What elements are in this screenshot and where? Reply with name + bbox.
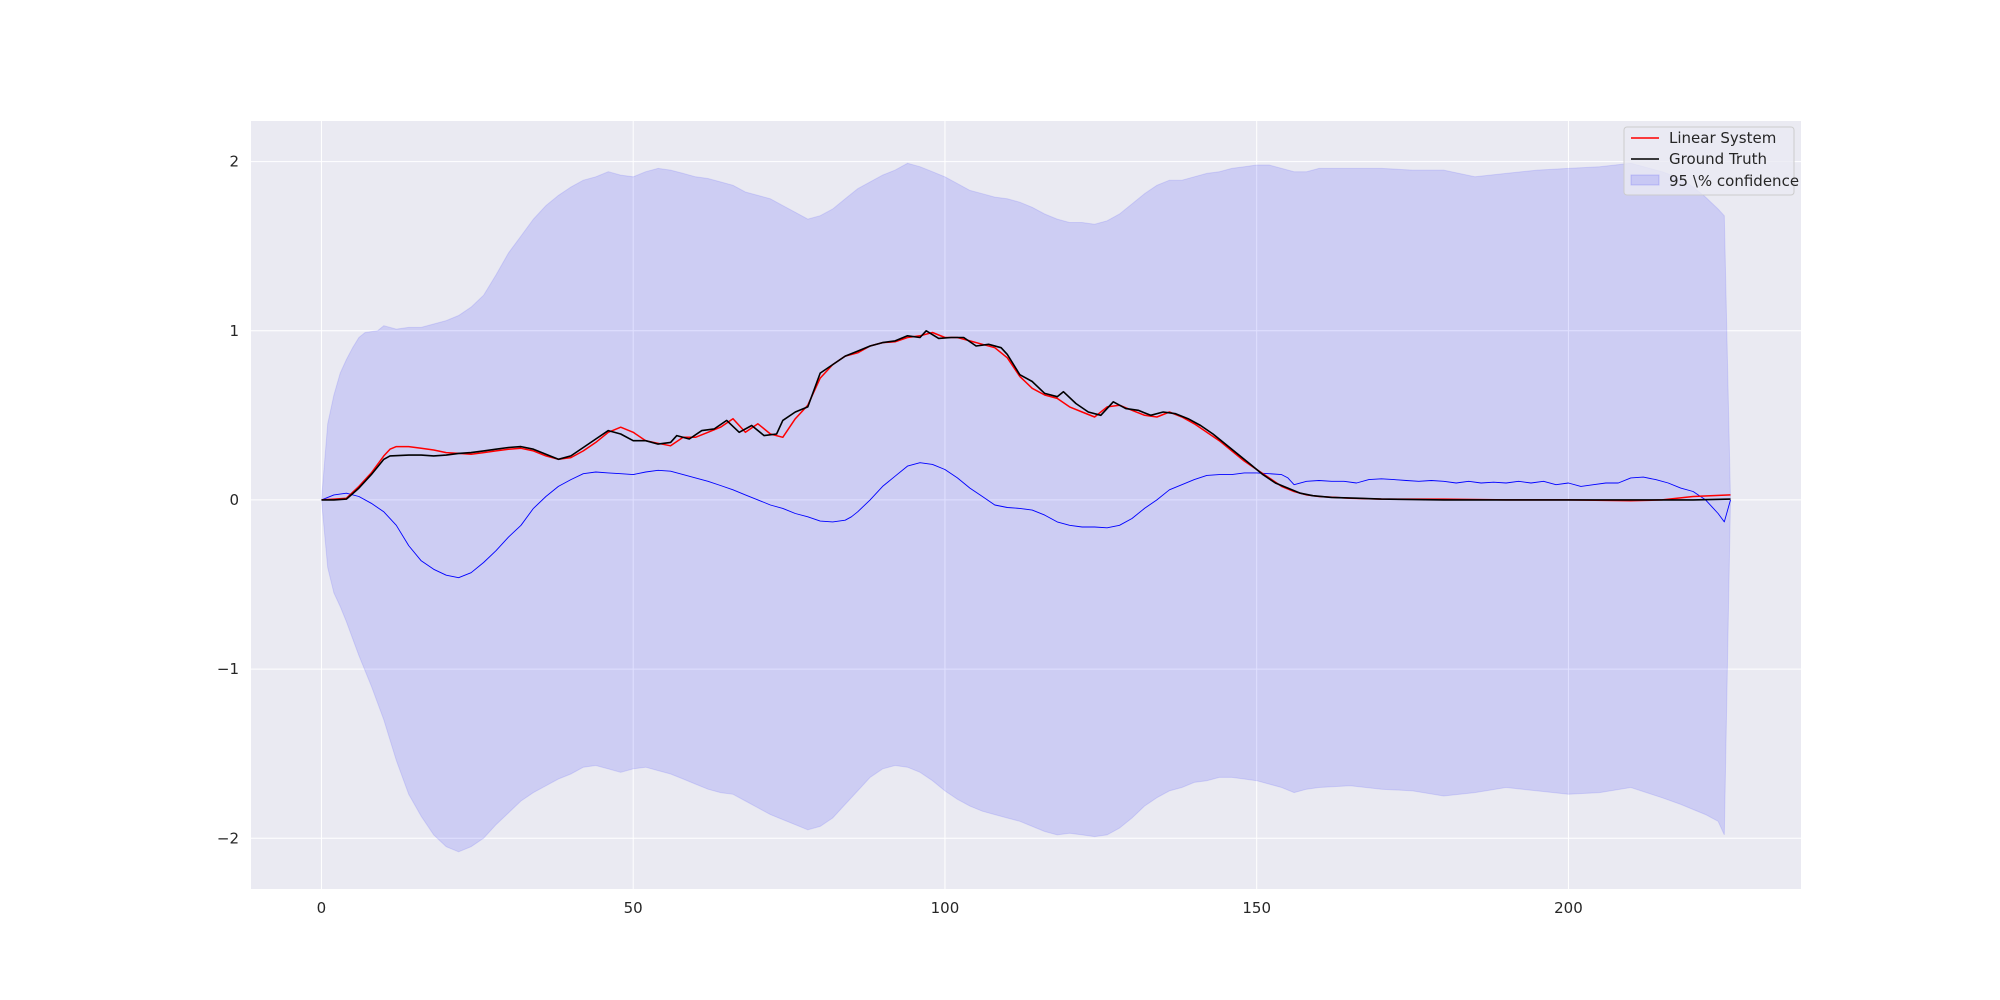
series-layer — [321, 329, 1731, 579]
x-tick-label: 200 — [1554, 899, 1583, 917]
legend-swatch-confidence — [1630, 174, 1660, 186]
x-tick-label: 150 — [1242, 899, 1271, 917]
legend-frame — [1623, 126, 1795, 196]
series-line-mean — [321, 462, 1731, 579]
legend: Linear System Ground Truth 95 \% confide… — [1623, 126, 1799, 196]
y-tick-label: 2 — [229, 153, 239, 171]
y-tick-label: −1 — [217, 660, 239, 678]
y-tick-label: 1 — [229, 322, 239, 340]
legend-label-ground-truth: Ground Truth — [1669, 150, 1767, 168]
x-tick-label: 50 — [624, 899, 643, 917]
plot-background — [251, 121, 1801, 889]
legend-label-confidence: 95 \% confidence — [1669, 172, 1799, 190]
y-tick-labels: −2 −1 0 1 2 — [217, 153, 239, 848]
x-tick-label: 100 — [931, 899, 960, 917]
legend-label-linear-system: Linear System — [1669, 129, 1776, 147]
series-line-ground-truth — [321, 329, 1731, 501]
x-tick-labels: 0 50 100 150 200 — [317, 899, 1583, 917]
x-tick-label: 0 — [317, 899, 327, 917]
y-tick-label: −2 — [217, 829, 239, 847]
grid — [251, 121, 1801, 889]
confidence-band — [320, 162, 1732, 853]
y-tick-label: 0 — [229, 491, 239, 509]
confidence-band-layer — [320, 162, 1732, 853]
